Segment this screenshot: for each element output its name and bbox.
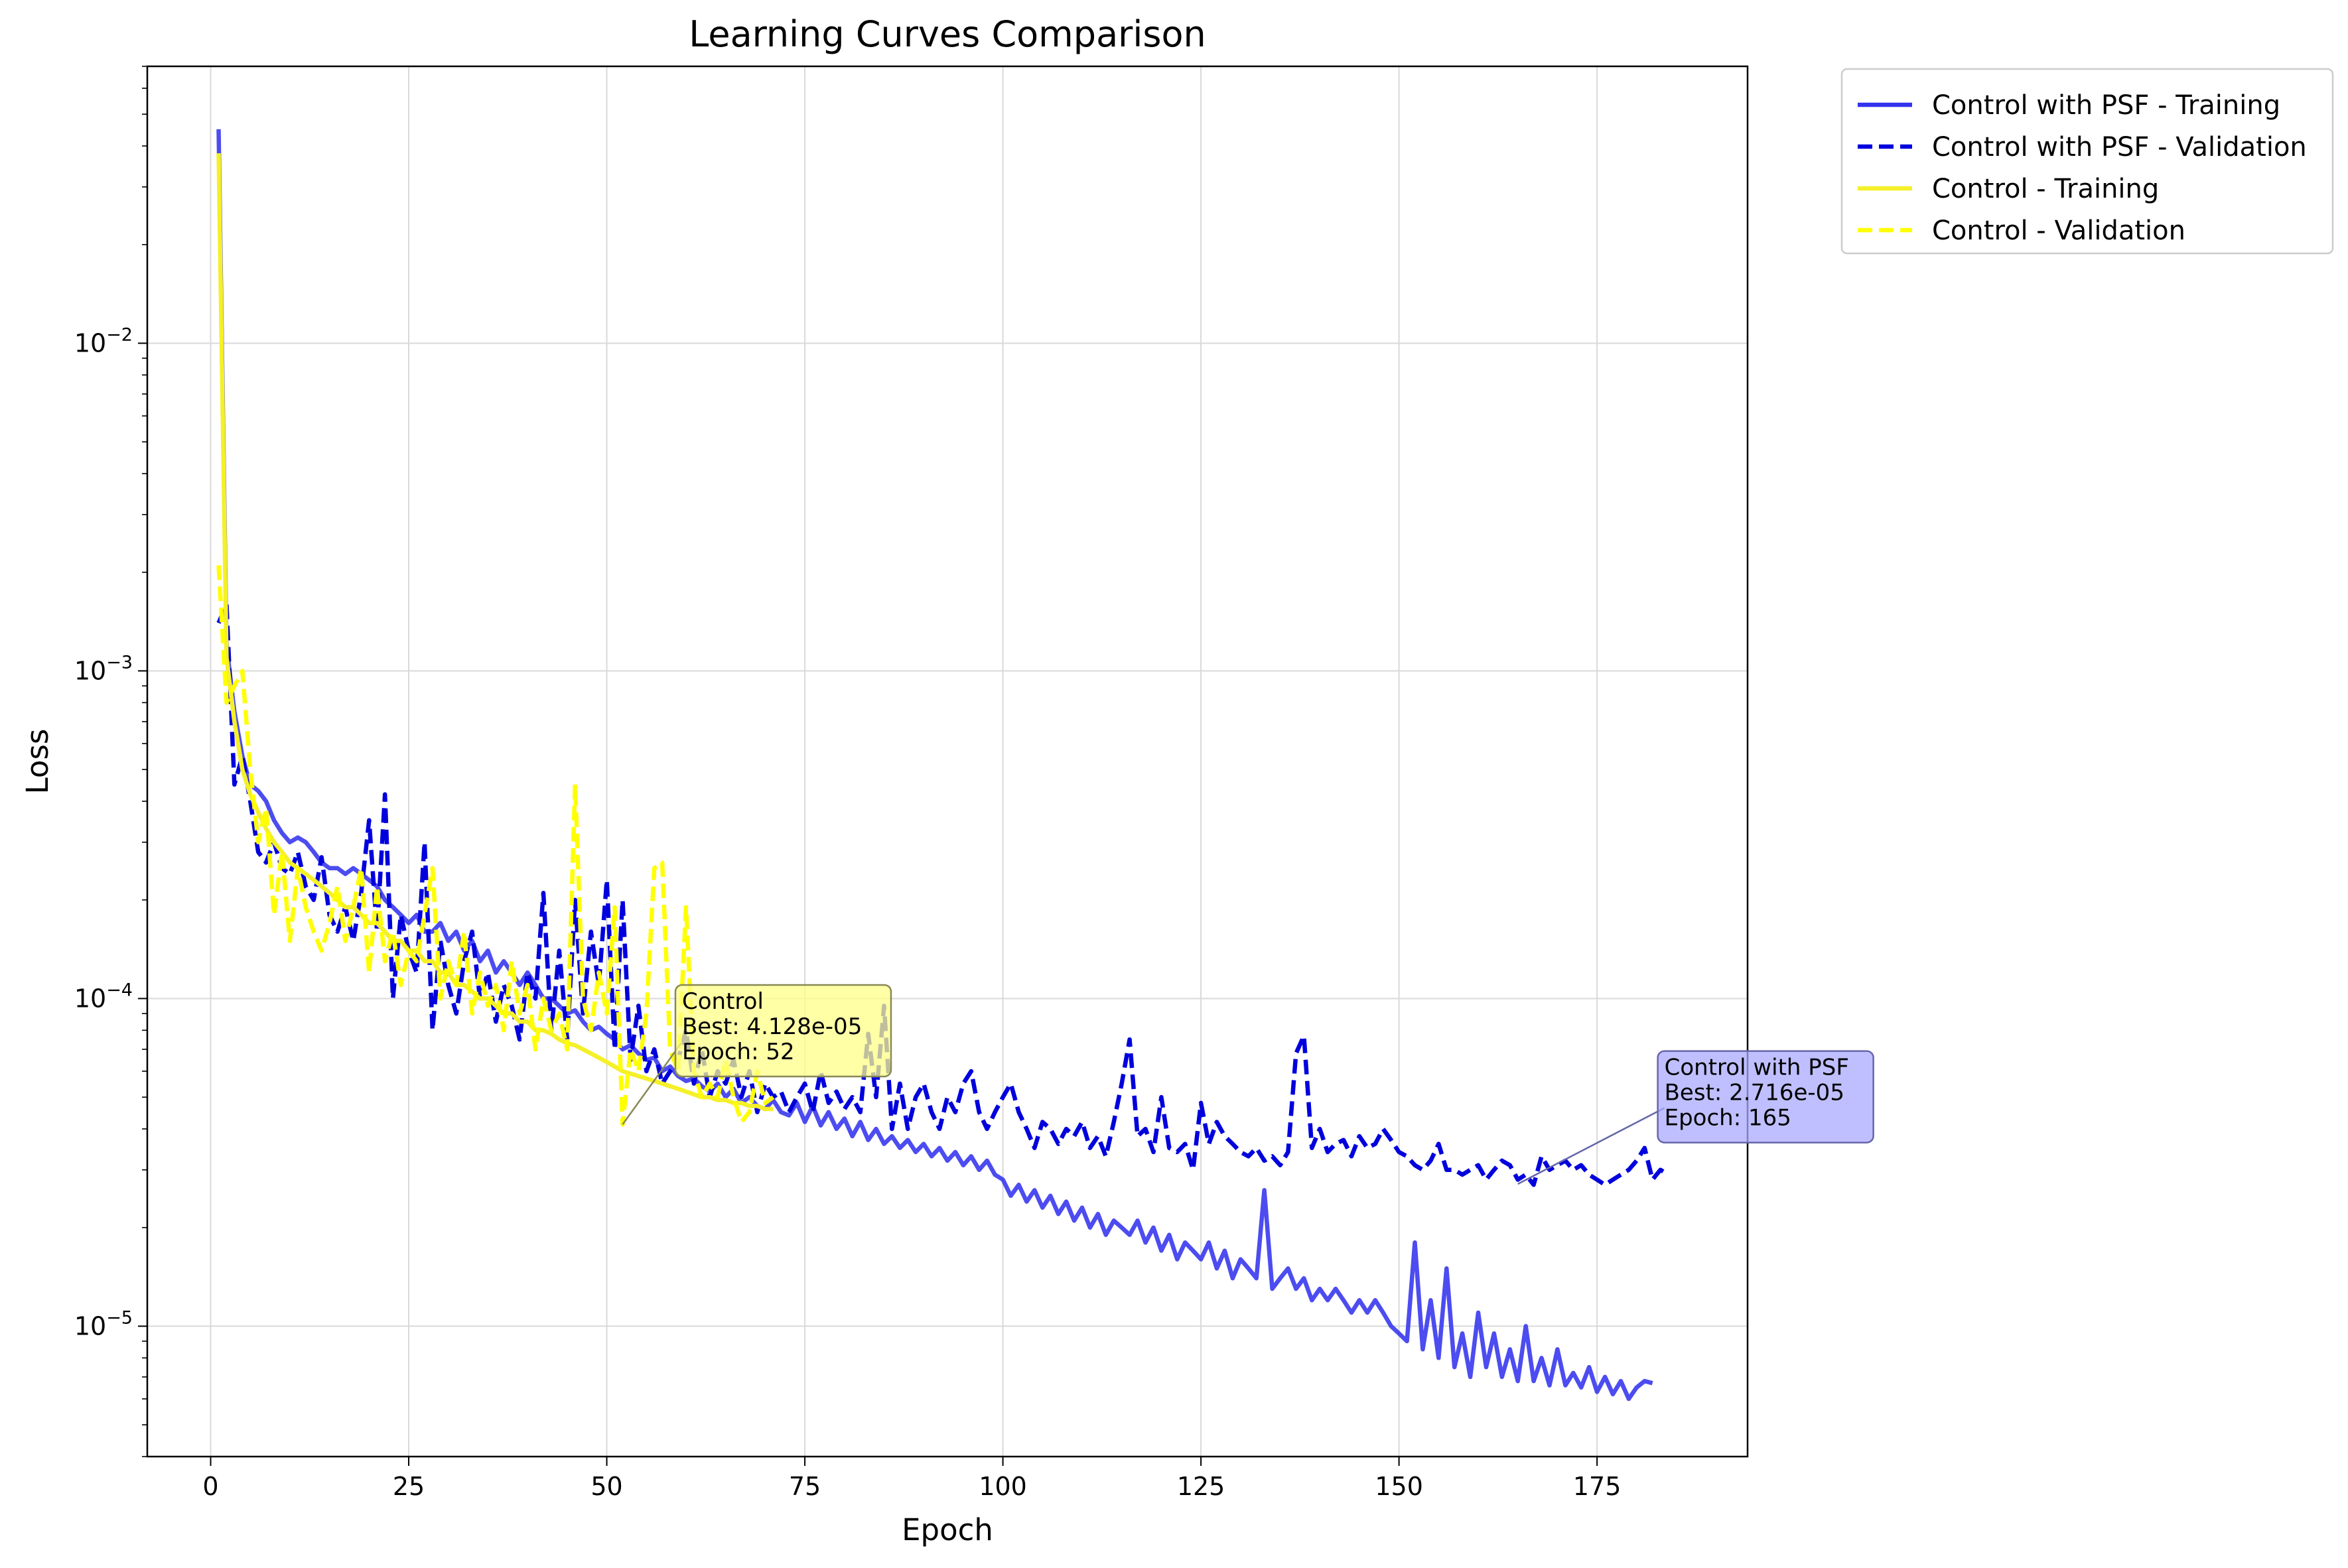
x-axis-label: Epoch (902, 1512, 993, 1547)
legend: Control with PSF - Training Control with … (1840, 68, 2334, 255)
legend-label: Control with PSF - Validation (1932, 132, 2307, 163)
x-tick-label: 175 (1573, 1472, 1622, 1501)
y-tick-label: 10−2 (74, 324, 133, 358)
annotation-text-line: Control (682, 988, 764, 1015)
series-line-2 (216, 153, 774, 1112)
annotation-box (1657, 1050, 1874, 1143)
series-line-0 (216, 129, 1653, 1402)
legend-label: Control with PSF - Training (1932, 90, 2280, 121)
x-tick-label: 0 (202, 1472, 218, 1501)
legend-frame (1840, 68, 2334, 255)
y-tick-label: 10−4 (74, 980, 133, 1013)
x-tick-label: 125 (1177, 1472, 1225, 1501)
annotation-text-line: Epoch: 52 (682, 1039, 795, 1065)
legend-label: Control - Training (1932, 174, 2159, 204)
x-tick-label: 75 (789, 1472, 821, 1501)
annotation-text-line: Best: 4.128e-05 (682, 1013, 862, 1040)
x-tick-label: 100 (979, 1472, 1027, 1501)
plot-frame (146, 65, 1749, 1458)
legend-label: Control - Validation (1932, 216, 2185, 246)
x-tick-label: 50 (590, 1472, 622, 1501)
annotation-text-line: Control with PSF (1665, 1055, 1849, 1081)
chart-title: Learning Curves Comparison (689, 13, 1206, 55)
x-axis: 0 25 50 75 100 125 150 175 (202, 1457, 1621, 1501)
annotation-text-line: Best: 2.716e-05 (1665, 1080, 1844, 1106)
annotation-box (674, 984, 892, 1078)
x-tick-label: 25 (393, 1472, 425, 1501)
annotation-text-line: Epoch: 165 (1665, 1105, 1791, 1132)
y-axis: 10−5 10−4 10−3 10−2 (74, 66, 147, 1457)
grid (147, 66, 1748, 1457)
series-line-1 (216, 602, 1670, 1187)
annotation-arrow (1517, 1107, 1665, 1185)
y-axis-label: Loss (20, 729, 55, 795)
y-tick-label: 10−5 (74, 1307, 133, 1340)
x-tick-label: 150 (1375, 1472, 1423, 1501)
y-tick-label: 10−3 (74, 652, 133, 685)
annotation-arrow (622, 1041, 683, 1125)
